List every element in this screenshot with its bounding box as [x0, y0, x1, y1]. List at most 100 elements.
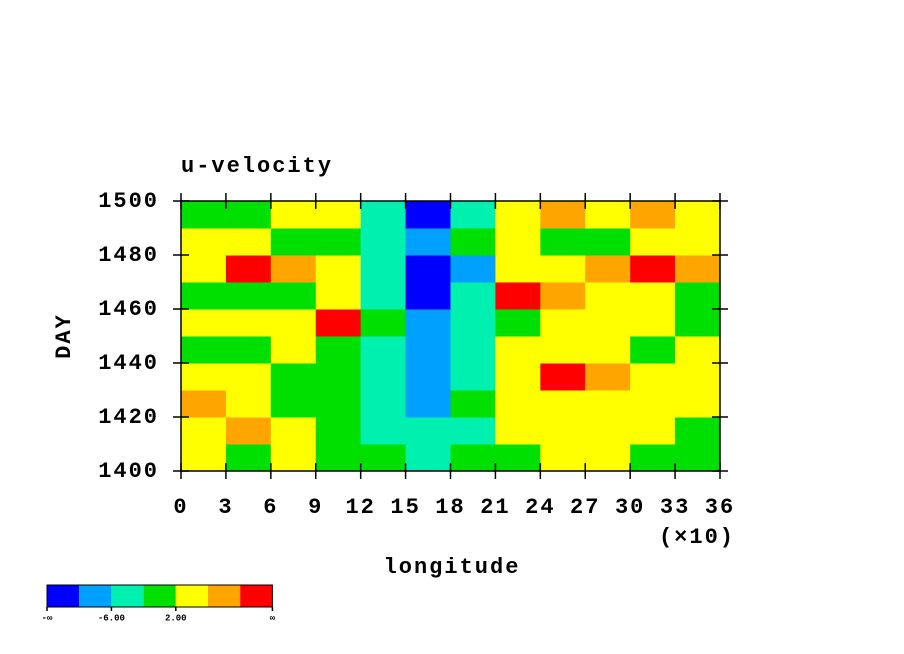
field-cell: [540, 444, 586, 472]
colorbar-label: ∞: [270, 613, 276, 623]
field-cell: [225, 228, 272, 256]
field-cell: [585, 228, 631, 256]
field-cell: [181, 363, 227, 391]
field-cell: [405, 255, 451, 283]
field-cell: [181, 282, 227, 310]
field-cell: [630, 228, 676, 256]
field-cell: [225, 390, 272, 418]
field-cell: [405, 309, 451, 337]
field-cell: [630, 201, 676, 229]
field-cell: [675, 363, 721, 391]
y-axis-label: DAY: [52, 313, 77, 359]
field-cell: [495, 309, 541, 337]
field-cell: [540, 417, 586, 445]
field-cell: [270, 363, 317, 391]
field-cell: [675, 228, 721, 256]
x-tick-label: 27: [570, 495, 600, 520]
field-cell: [675, 201, 721, 229]
x-tick-label: 36: [705, 495, 735, 520]
field-cell: [540, 309, 586, 337]
field-cell: [360, 444, 407, 472]
field-cell: [405, 417, 451, 445]
x-axis-label: longitude: [384, 555, 521, 580]
field-cell: [360, 282, 407, 310]
colorbar-box: [208, 585, 241, 607]
colorbar-box: [111, 585, 144, 607]
field-cell: [675, 390, 721, 418]
x-tick-label: 0: [173, 495, 188, 520]
field-cell: [225, 417, 272, 445]
field-cell: [495, 201, 541, 229]
field-cell: [225, 255, 272, 283]
field-cell: [495, 336, 541, 364]
field-cell: [270, 336, 317, 364]
y-tick-label: 1400: [98, 459, 159, 484]
field-cell: [585, 444, 631, 472]
field-cell: [540, 282, 586, 310]
field-cell: [405, 336, 451, 364]
field-cell: [225, 282, 272, 310]
field-cell: [225, 336, 272, 364]
field-cell: [630, 417, 676, 445]
field-cell: [450, 255, 496, 283]
field-cell: [450, 417, 496, 445]
field-cell: [181, 390, 227, 418]
field-cell: [540, 336, 586, 364]
field-cell: [675, 417, 721, 445]
field-cell: [585, 390, 631, 418]
field-cell: [360, 255, 407, 283]
y-tick-label: 1460: [98, 297, 159, 322]
field-cell: [270, 228, 317, 256]
field-cell: [495, 255, 541, 283]
colorbar-frame: [46, 584, 273, 608]
field-cell: [270, 417, 317, 445]
field-cell: [360, 228, 407, 256]
field-cell: [630, 390, 676, 418]
y-tick-label: 1420: [98, 405, 159, 430]
field-cell: [450, 201, 496, 229]
field-cell: [315, 336, 362, 364]
field-cell: [585, 417, 631, 445]
field-cell: [360, 201, 407, 229]
x-multiplier: (×10): [659, 525, 735, 550]
colorbar-label: -6.00: [98, 613, 125, 623]
x-tick-label: 9: [308, 495, 323, 520]
field-cell: [585, 363, 631, 391]
field-cell: [181, 255, 227, 283]
x-tick-label: 24: [525, 495, 555, 520]
field-cell: [405, 201, 451, 229]
x-tick-label: 33: [660, 495, 690, 520]
field-cell: [181, 417, 227, 445]
x-tick-label: 18: [435, 495, 465, 520]
field-cell: [270, 282, 317, 310]
field-cell: [450, 444, 496, 472]
field-cell: [495, 444, 541, 472]
field-cell: [360, 417, 407, 445]
field-cell: [450, 282, 496, 310]
field-cell: [450, 228, 496, 256]
colorbar-box: [175, 585, 208, 607]
field-cell: [675, 444, 721, 472]
x-tick-label: 3: [218, 495, 233, 520]
field-cell: [630, 309, 676, 337]
field-cell: [315, 363, 362, 391]
colorbar-box: [79, 585, 112, 607]
x-tick-label: 21: [480, 495, 510, 520]
field-cell: [450, 390, 496, 418]
field-cell: [495, 390, 541, 418]
field-cell: [630, 363, 676, 391]
field-cell: [405, 228, 451, 256]
field-cell: [540, 255, 586, 283]
field-cell: [540, 363, 586, 391]
field-cell: [360, 336, 407, 364]
field-cell: [315, 282, 362, 310]
field-cell: [315, 255, 362, 283]
field-cell: [270, 201, 317, 229]
field-cell: [225, 201, 272, 229]
field-cell: [630, 255, 676, 283]
field-cell: [181, 336, 227, 364]
field-cell: [360, 390, 407, 418]
field-cell: [675, 309, 721, 337]
field-cell: [270, 309, 317, 337]
